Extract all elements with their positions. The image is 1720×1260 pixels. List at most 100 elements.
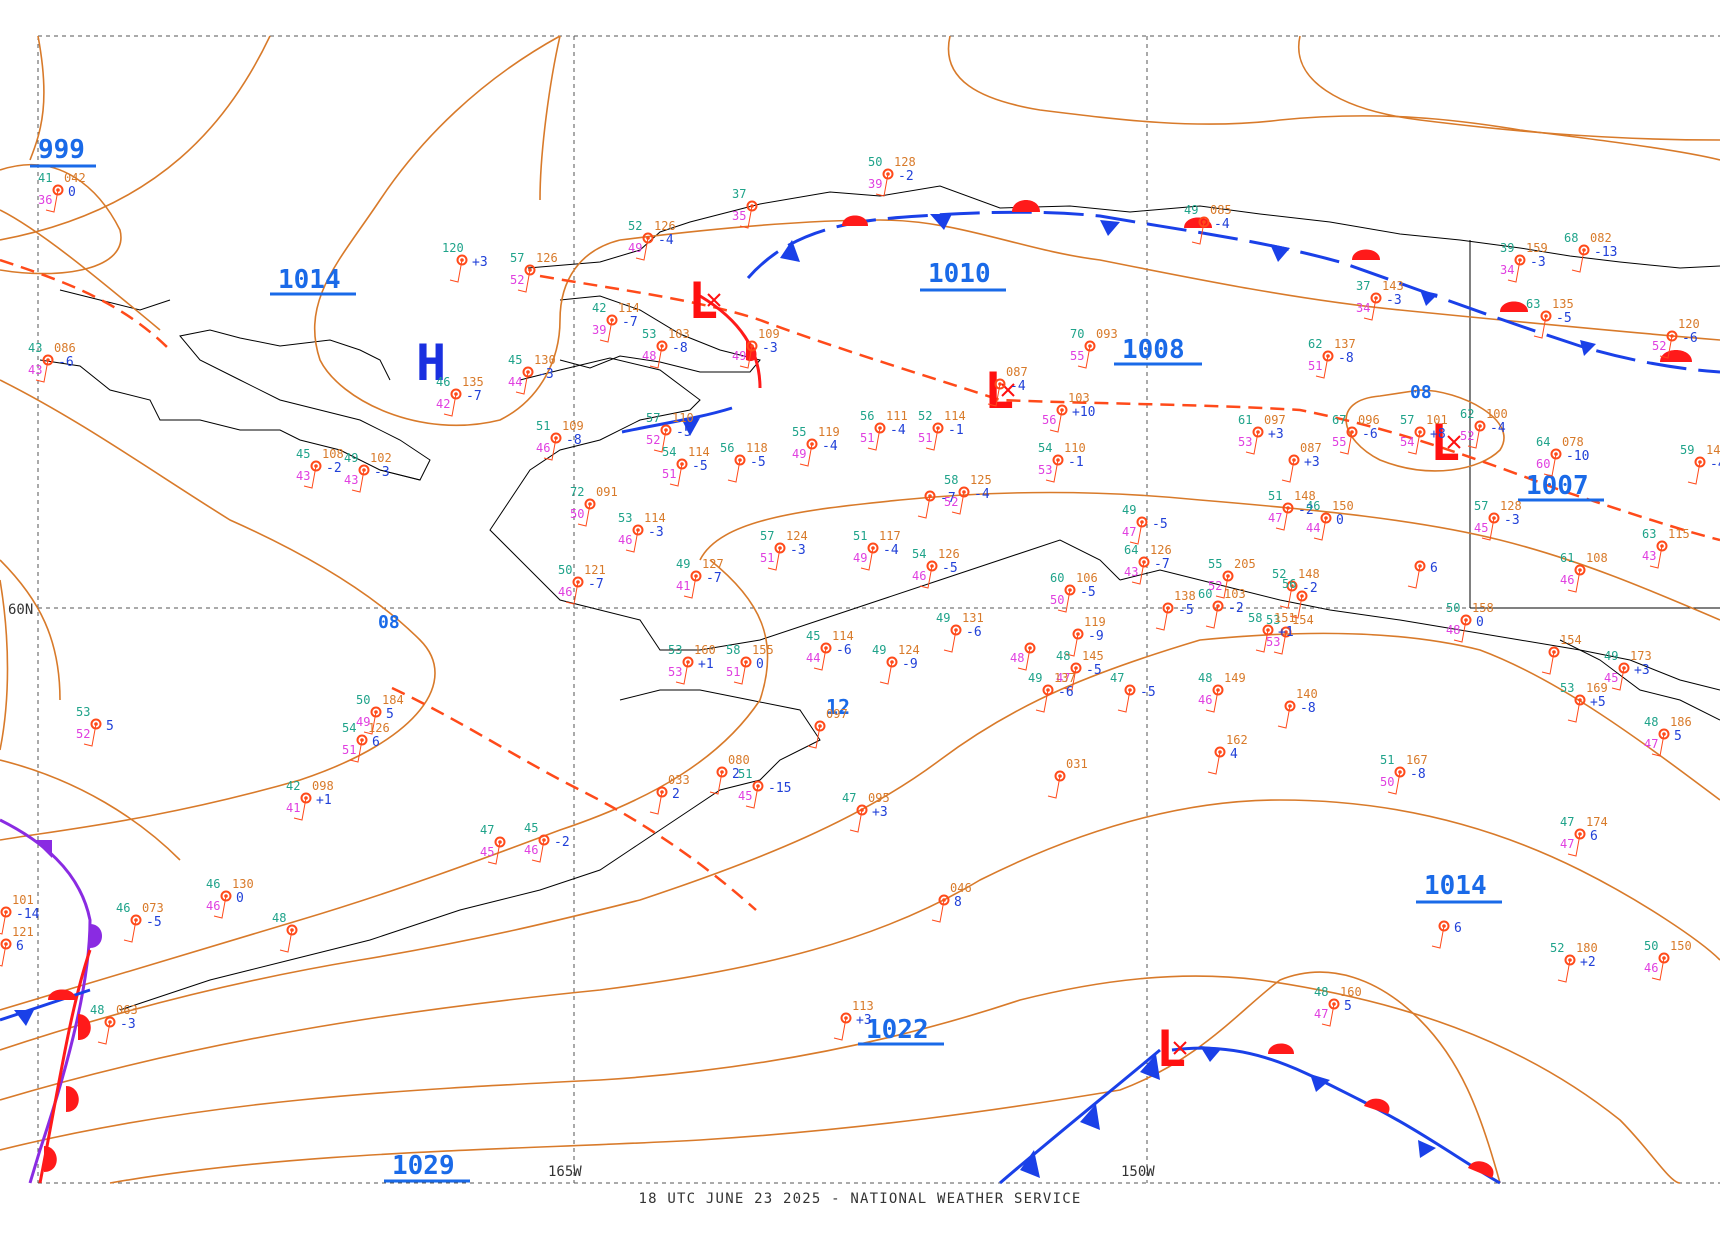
station-plot: 50 158 48 0 [1446,601,1494,643]
station-pressure: 128 [1500,499,1522,513]
station-temperature: 50 [868,155,882,169]
station-tendency: -9 [902,657,918,672]
station-tendency: -6 [1058,685,1074,700]
station-temperature: 48 [1314,985,1328,999]
station-circle [874,422,886,434]
station-tendency: -3 [790,543,806,558]
station-circle [1024,642,1036,654]
station-circle [958,486,970,498]
station-temperature: 57 [646,411,660,425]
station-pressure: 125 [970,473,992,487]
station-tendency: -8 [1338,351,1354,366]
station-tendency: -3 [648,525,664,540]
station-circle [1138,556,1150,568]
station-plot: 087+3 [1281,441,1322,483]
station-circle [1394,766,1406,778]
station-tendency: -3 [374,465,390,480]
station-plot: 119-9 [1065,615,1106,657]
station-circle [572,576,584,588]
wind-barb [917,495,931,519]
station-pressure: 085 [1210,203,1232,217]
station-plot: 46 135 42 -7 [436,375,484,417]
station-circle [104,1016,116,1028]
station-tendency: 6 [1430,561,1438,576]
station-circle [310,460,322,472]
station-dewpoint: 53 [668,665,682,679]
station-dewpoint: 51 [1308,359,1322,373]
station-dewpoint: 50 [570,507,584,521]
station-dewpoint: 56 [1042,413,1056,427]
station-plot: 51 117 49 -4 [853,529,901,571]
station-tendency: -2 [1302,581,1318,596]
station-tendency: +2 [1580,955,1596,970]
station-tendency: 5 [106,719,114,734]
station-pressure: 100 [1486,407,1508,421]
wind-barb [363,711,377,735]
wind-barb [1687,461,1701,485]
station-dewpoint: 46 [1198,693,1212,707]
station-plot: 56 111 51 -4 [860,409,908,451]
station-plot: 67 096 55 -6 [1332,413,1380,455]
station-pressure: 180 [1576,941,1598,955]
station-dewpoint: 34 [1500,263,1514,277]
wind-barb [1321,1003,1335,1027]
station-temperature: 54 [662,445,676,459]
station-pressure: 128 [894,155,916,169]
station-dewpoint: 43 [28,363,42,377]
isobar-label: 1010 [928,259,991,289]
station-tendency: 2 [672,787,680,802]
station-pressure: 086 [54,341,76,355]
wind-barb [83,723,97,747]
wind-barb [733,661,747,685]
station-circle [656,786,668,798]
station-pressure: 142 [1706,443,1720,457]
station-plot: 45 130 44 -3 [508,353,556,395]
station-pressure: 159 [1526,241,1548,255]
wind-barb [1117,689,1131,713]
station-circle [1414,426,1426,438]
station-dewpoint: 47 [1056,671,1070,685]
station-plot: 60 103-2 [1198,587,1246,629]
station-circle [1052,454,1064,466]
station-tendency: 5 [1344,999,1352,1014]
station-temperature: 68 [1564,231,1578,245]
isobar-label: 1029 [392,1151,455,1181]
station-temperature: 37 [732,187,746,201]
station-pressure: 115 [1668,527,1690,541]
station-dewpoint: 43 [344,473,358,487]
station-circle [1320,512,1332,524]
station-dewpoint: 52 [944,495,958,509]
station-tendency: -8 [566,433,582,448]
station-dewpoint: 60 [1536,457,1550,471]
wind-barb [1481,517,1495,541]
station-plot: 63 135-5 [1526,297,1574,339]
station-plot: 53 160 53 +1 [668,643,716,685]
station-dewpoint: 47 [1560,837,1574,851]
wind-barb [1205,605,1219,629]
station-dewpoint: 45 [738,789,752,803]
station-pressure: 106 [1076,571,1098,585]
wind-barb [1191,221,1205,245]
station-plot: 57 124 51 -3 [760,529,808,571]
station-circle [1548,646,1560,658]
station-circle [550,432,562,444]
station-plot: 46 073-5 [116,901,164,943]
station-circle [1414,560,1426,572]
station-dewpoint: 44 [508,375,522,389]
station-circle [538,834,550,846]
wind-barb [739,205,753,229]
wind-barb [351,469,365,493]
station-circle [924,490,936,502]
station-temperature: 54 [1038,441,1052,455]
wind-barb [1567,833,1581,857]
cold-front-north [621,200,1720,436]
station-plot: 55 205 52 [1208,557,1256,599]
isobar-label: 999 [38,135,85,165]
station-pressure: 110 [672,411,694,425]
station-dewpoint: 46 [912,569,926,583]
station-pressure: 167 [1406,753,1428,767]
station-pressure: 126 [368,721,390,735]
station-plot: 57 126 52 [510,251,558,293]
